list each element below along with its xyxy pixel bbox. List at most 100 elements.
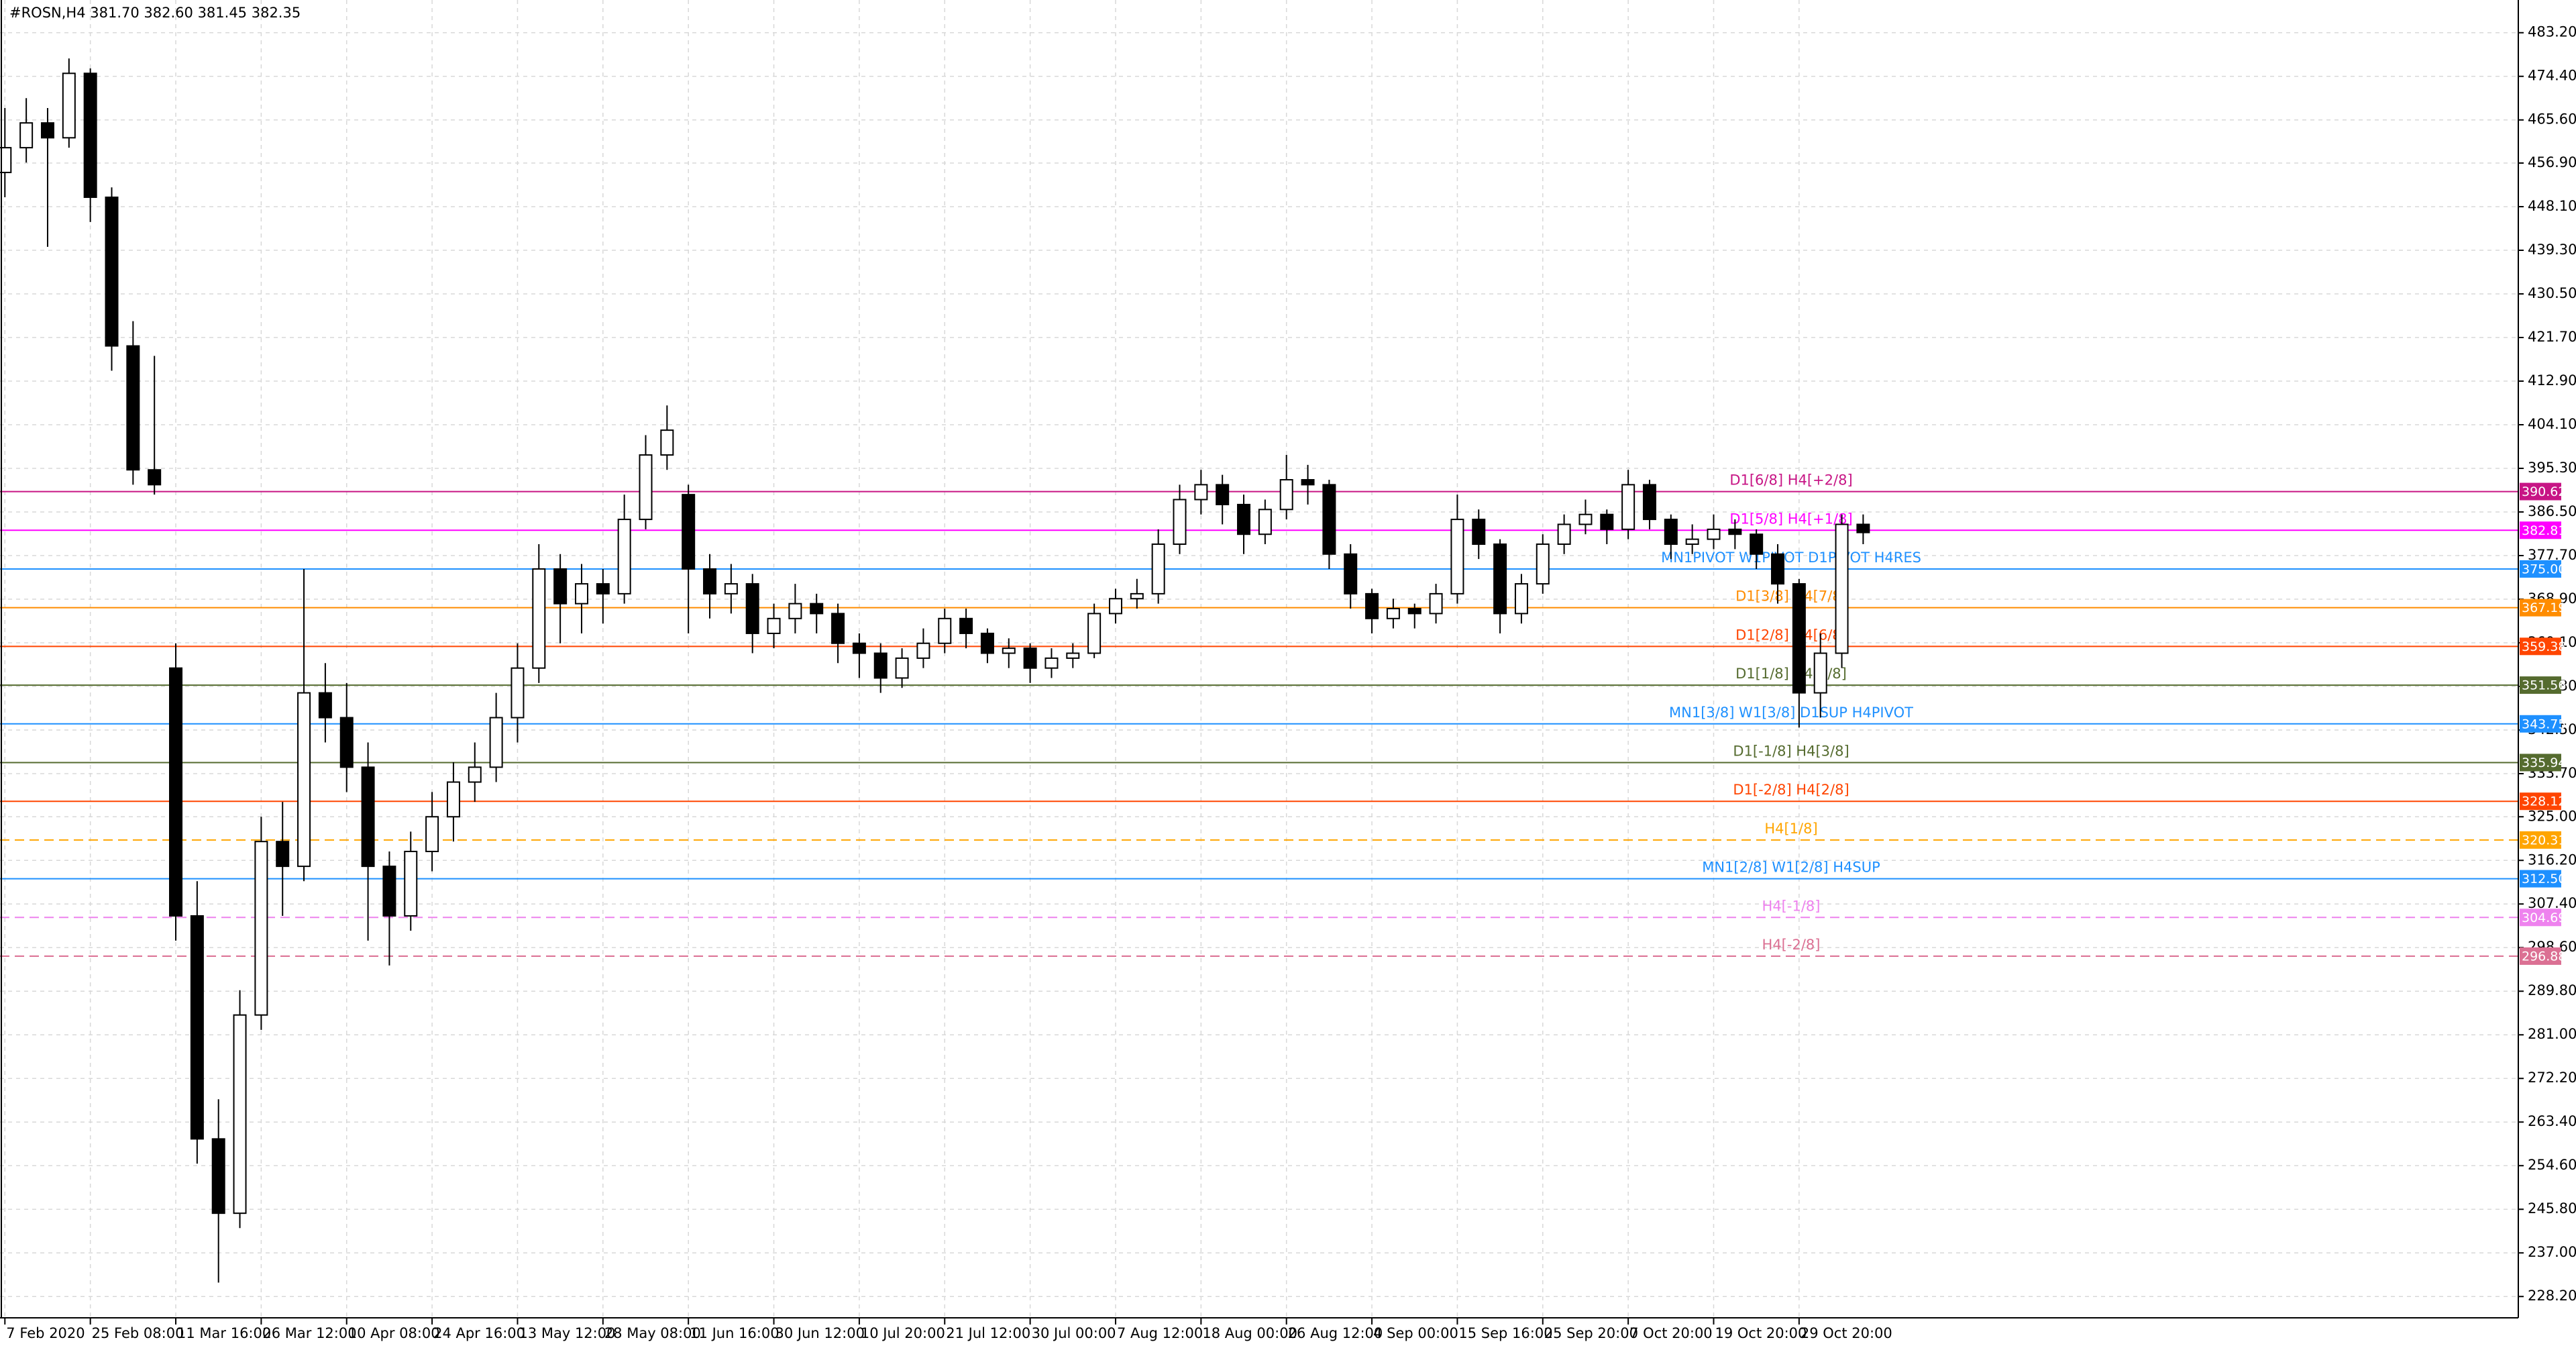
candle-body — [1407, 608, 1421, 615]
candle-body — [1856, 523, 1870, 533]
x-tick-label: 28 May 08:00 — [604, 1325, 701, 1341]
candle-body — [0, 147, 12, 174]
candle-body — [1813, 652, 1827, 694]
y-tick-label: 228.20 — [2528, 1288, 2576, 1304]
level-label: D1[6/8] H4[+2/8] — [1729, 472, 1852, 488]
x-tick-label: 26 Mar 12:00 — [262, 1325, 356, 1341]
candle-body — [1429, 592, 1443, 615]
price-tag — [2520, 947, 2561, 965]
x-tick-label: 25 Feb 08:00 — [92, 1325, 184, 1341]
candle-body — [1258, 509, 1272, 535]
candle-body — [574, 583, 588, 605]
candle-body — [1301, 478, 1315, 486]
candle-body — [425, 816, 439, 852]
candle-body — [1194, 484, 1208, 501]
x-tick-label: 13 May 12:00 — [519, 1325, 615, 1341]
price-tag — [2520, 599, 2561, 617]
candle-body — [1835, 523, 1849, 654]
level-label: D1[-2/8] H4[2/8] — [1733, 782, 1849, 798]
price-tag — [2520, 870, 2561, 888]
x-tick-label: 25 Sep 20:00 — [1544, 1325, 1638, 1341]
grid — [0, 0, 2518, 1318]
x-tick-label: 30 Jun 12:00 — [775, 1325, 865, 1341]
candle-body — [1087, 613, 1102, 654]
y-tick-label: 281.00 — [2528, 1026, 2576, 1042]
candle-body — [553, 568, 568, 605]
x-tick-label: 11 Jun 16:00 — [690, 1325, 779, 1341]
candle-body — [1600, 513, 1614, 530]
candle-body — [1750, 533, 1764, 555]
level-label: MN1[3/8] W1[3/8] D1SUP H4PIVOT — [1669, 705, 1913, 721]
candle-body — [703, 568, 717, 594]
y-tick-label: 421.70 — [2528, 329, 2576, 345]
y-tick-label: 395.30 — [2528, 460, 2576, 476]
candle-body — [361, 766, 375, 868]
level-label: D1[-1/8] H4[3/8] — [1733, 743, 1849, 759]
candle-body — [745, 583, 759, 634]
candle-body — [339, 717, 354, 768]
price-tag-label: 367.19 — [2522, 601, 2566, 615]
level-label: D1[5/8] H4[+1/8] — [1729, 511, 1852, 527]
candle-body — [810, 603, 824, 615]
price-tag-label: 304.69 — [2522, 911, 2566, 925]
y-tick-label: 386.50 — [2528, 503, 2576, 519]
candle-body — [617, 519, 631, 594]
candle-body — [1151, 543, 1165, 594]
candle-body — [959, 617, 973, 634]
price-tag-label: 382.81 — [2522, 523, 2566, 538]
candle-body — [1002, 648, 1016, 654]
candle-body — [105, 196, 119, 347]
x-tick-label: 29 Oct 20:00 — [1801, 1325, 1892, 1341]
x-tick-label: 19 Oct 20:00 — [1715, 1325, 1807, 1341]
x-tick-label: 10 Jul 20:00 — [861, 1325, 945, 1341]
candle-body — [1066, 652, 1080, 659]
y-tick-label: 307.40 — [2528, 895, 2576, 911]
candle-body — [211, 1138, 225, 1214]
candle-body — [938, 617, 952, 644]
x-tick-label: 15 Sep 16:00 — [1458, 1325, 1552, 1341]
price-tag — [2520, 754, 2561, 772]
price-tag-label: 296.88 — [2522, 949, 2566, 964]
candle-body — [1344, 553, 1358, 594]
y-tick-label: 439.30 — [2528, 242, 2576, 258]
candles — [0, 58, 1870, 1283]
candle-body — [1130, 592, 1144, 600]
candle-body — [446, 781, 460, 818]
candle-body — [724, 583, 738, 594]
candle-body — [1216, 484, 1230, 505]
candle-body — [382, 866, 396, 917]
price-tag — [2520, 637, 2561, 656]
candle-body — [1386, 608, 1400, 619]
level-label: D1[2/8] H4[6/8] — [1735, 627, 1847, 643]
level-label: MN1[2/8] W1[2/8] H4SUP — [1702, 860, 1880, 876]
candle-body — [1685, 538, 1699, 546]
x-tick-label: 7 Oct 20:00 — [1629, 1325, 1713, 1341]
candle-body — [1044, 657, 1059, 669]
x-tick-label: 26 Aug 12:00 — [1288, 1325, 1383, 1341]
candle-body — [916, 642, 930, 659]
candle-body — [404, 850, 418, 917]
y-tick-label: 245.80 — [2528, 1200, 2576, 1216]
candle-body — [190, 915, 204, 1140]
candle-body — [1514, 583, 1528, 615]
y-tick-label: 289.80 — [2528, 982, 2576, 998]
candle-body — [767, 617, 781, 634]
level-label: H4[-1/8] — [1762, 898, 1821, 914]
candle-body — [1792, 583, 1806, 694]
x-tick-label: 7 Aug 12:00 — [1117, 1325, 1203, 1341]
y-tick-label: 263.40 — [2528, 1113, 2576, 1129]
candle-body — [852, 642, 866, 654]
candle-body — [1642, 484, 1656, 521]
candle-body — [1322, 484, 1336, 555]
y-tick-label: 483.20 — [2528, 24, 2576, 40]
candle-body — [1173, 499, 1187, 546]
candle-body — [254, 841, 268, 1016]
level-label: H4[1/8] — [1764, 821, 1817, 837]
level-label: D1[1/8] H4[5/8] — [1735, 666, 1847, 682]
price-tag — [2520, 676, 2561, 694]
price-tag — [2520, 482, 2561, 501]
y-tick-label: 430.50 — [2528, 285, 2576, 301]
